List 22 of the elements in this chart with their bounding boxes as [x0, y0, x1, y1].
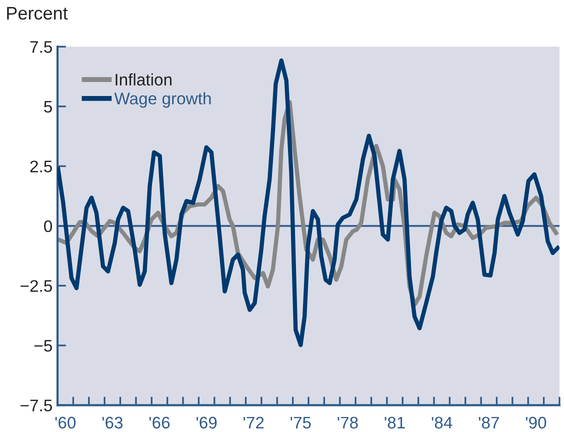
legend-label: Wage growth	[114, 92, 211, 108]
x-tick-label: '81	[384, 416, 405, 429]
x-tick-label: '63	[102, 416, 123, 429]
x-tick-label: '78	[338, 416, 358, 429]
y-tick-label: 2.5	[30, 160, 52, 172]
x-tick-label: '72	[244, 416, 264, 428]
x-tick-label: '69	[196, 416, 217, 429]
y-tick-label: −7.5	[20, 400, 52, 412]
y-tick-label: −2.5	[20, 280, 52, 292]
x-tick-label: '90	[526, 416, 546, 429]
y-tick-label: 5	[44, 100, 52, 113]
x-tick-label: '66	[149, 416, 170, 429]
x-tick-label: '84	[432, 416, 452, 429]
line-series	[58, 58, 560, 348]
y-tick-label: 7.5	[30, 41, 52, 53]
legend-label: Inflation	[116, 73, 172, 86]
x-tick-label: '87	[478, 416, 499, 429]
x-tick-label: '75	[290, 416, 311, 429]
y-tick-label: 0	[44, 220, 52, 232]
y-tick-label: −5	[34, 340, 52, 352]
y-axis-title: Percent	[7, 7, 68, 20]
x-tick-label: '60	[55, 416, 76, 429]
